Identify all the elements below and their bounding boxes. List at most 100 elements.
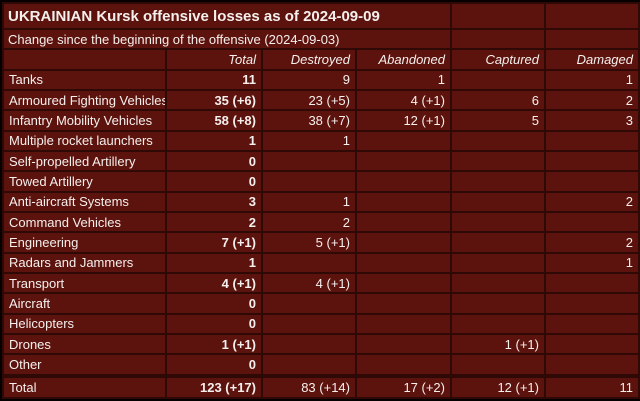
cell-damaged (544, 292, 640, 315)
empty-cell (544, 2, 640, 30)
cell-abandoned (355, 190, 452, 213)
cell-destroyed (261, 332, 357, 356)
cell-captured (450, 312, 546, 335)
cell-total: 58 (+8) (165, 109, 263, 132)
empty-cell (261, 373, 357, 379)
cell-total: 0 (165, 170, 263, 193)
cell-total: 7 (+1) (165, 231, 263, 254)
table-row-aircraft: Aircraft 0 (2, 292, 640, 315)
row-label: Towed Artillery (2, 170, 167, 193)
cell-destroyed: 2 (261, 210, 357, 234)
column-header-row: Total Destroyed Abandoned Captured Damag… (2, 48, 640, 71)
cell-total: 35 (+6) (165, 88, 263, 112)
cell-damaged (544, 149, 640, 173)
cell-damaged: 2 (544, 231, 640, 254)
cell-abandoned (355, 231, 452, 254)
row-label: Tanks (2, 68, 167, 92)
row-label: Armoured Fighting Vehicles (2, 88, 167, 112)
cell-total: 1 (165, 251, 263, 274)
cell-destroyed: 9 (261, 68, 357, 92)
cell-destroyed: 5 (+1) (261, 231, 357, 254)
cell-captured (450, 190, 546, 213)
cell-abandoned (355, 332, 452, 356)
cell-damaged: 1 (544, 68, 640, 92)
cell-total: 0 (165, 312, 263, 335)
cell-damaged (544, 312, 640, 335)
cell-captured (450, 170, 546, 193)
cell-total: 1 (165, 129, 263, 152)
row-label: Radars and Jammers (2, 251, 167, 274)
empty-cell (355, 373, 452, 379)
cell-destroyed: 4 (+1) (261, 271, 357, 295)
table-row-other: Other 0 (2, 353, 640, 376)
table-row-infantry-mobility-vehicles: Infantry Mobility Vehicles 58 (+8) 38 (+… (2, 109, 640, 132)
cell-abandoned (355, 271, 452, 295)
row-label: Transport (2, 271, 167, 295)
cell-captured: 5 (450, 109, 546, 132)
cell-total: 11 (165, 68, 263, 92)
subtitle-row: Change since the beginning of the offens… (2, 27, 640, 51)
cell-captured (450, 210, 546, 234)
cell-abandoned (355, 210, 452, 234)
cell-damaged (544, 210, 640, 234)
table-row-tanks: Tanks 11 9 1 1 (2, 68, 640, 92)
cell-total: 0 (165, 353, 263, 376)
table-row-command-vehicles: Command Vehicles 2 2 (2, 210, 640, 234)
cell-destroyed (261, 353, 357, 376)
cell-destroyed (261, 292, 357, 315)
cell-destroyed (261, 170, 357, 193)
empty-cell (544, 27, 640, 51)
cell-total: 0 (165, 292, 263, 315)
page-subtitle: Change since the beginning of the offens… (2, 27, 452, 51)
cell-captured (450, 68, 546, 92)
cell-abandoned (355, 312, 452, 335)
cell-damaged: 1 (544, 251, 640, 274)
cell-damaged (544, 170, 640, 193)
cell-destroyed: 23 (+5) (261, 88, 357, 112)
column-header-destroyed: Destroyed (261, 48, 357, 71)
cell-abandoned (355, 149, 452, 173)
cell-damaged (544, 353, 640, 376)
row-label: Multiple rocket launchers (2, 129, 167, 152)
column-header-damaged: Damaged (544, 48, 640, 71)
row-label: Drones (2, 332, 167, 356)
cell-captured (450, 292, 546, 315)
cell-abandoned (355, 292, 452, 315)
grand-total-row: Total 123 (+17) 83 (+14) 17 (+2) 12 (+1)… (2, 376, 640, 399)
empty-cell (165, 373, 263, 379)
cell-abandoned: 4 (+1) (355, 88, 452, 112)
cell-total: 0 (165, 149, 263, 173)
table-row-armoured-fighting-vehicles: Armoured Fighting Vehicles 35 (+6) 23 (+… (2, 88, 640, 112)
grand-total-damaged: 11 (544, 376, 640, 399)
cell-total: 4 (+1) (165, 271, 263, 295)
table-row-helicopters: Helicopters 0 (2, 312, 640, 335)
empty-cell (450, 373, 546, 379)
row-label: Helicopters (2, 312, 167, 335)
cell-abandoned (355, 251, 452, 274)
table-row-self-propelled-artillery: Self-propelled Artillery 0 (2, 149, 640, 173)
cell-abandoned (355, 170, 452, 193)
cell-destroyed (261, 251, 357, 274)
cell-captured (450, 271, 546, 295)
table-row-engineering: Engineering 7 (+1) 5 (+1) 2 (2, 231, 640, 254)
table-row-radars-and-jammers: Radars and Jammers 1 1 (2, 251, 640, 274)
cell-destroyed: 1 (261, 129, 357, 152)
cell-damaged (544, 271, 640, 295)
cell-total: 1 (+1) (165, 332, 263, 356)
empty-header-cell (2, 48, 167, 71)
cell-damaged: 2 (544, 88, 640, 112)
grand-total-total: 123 (+17) (165, 376, 263, 399)
grand-total-label: Total (2, 376, 167, 399)
page-title: UKRAINIAN Kursk offensive losses as of 2… (2, 2, 452, 30)
spacer-row (2, 373, 640, 379)
cell-total: 2 (165, 210, 263, 234)
cell-destroyed: 38 (+7) (261, 109, 357, 132)
table-row-towed-artillery: Towed Artillery 0 (2, 170, 640, 193)
cell-abandoned: 12 (+1) (355, 109, 452, 132)
cell-damaged: 3 (544, 109, 640, 132)
row-label: Command Vehicles (2, 210, 167, 234)
title-row: UKRAINIAN Kursk offensive losses as of 2… (2, 2, 640, 30)
cell-abandoned: 1 (355, 68, 452, 92)
cell-abandoned (355, 129, 452, 152)
